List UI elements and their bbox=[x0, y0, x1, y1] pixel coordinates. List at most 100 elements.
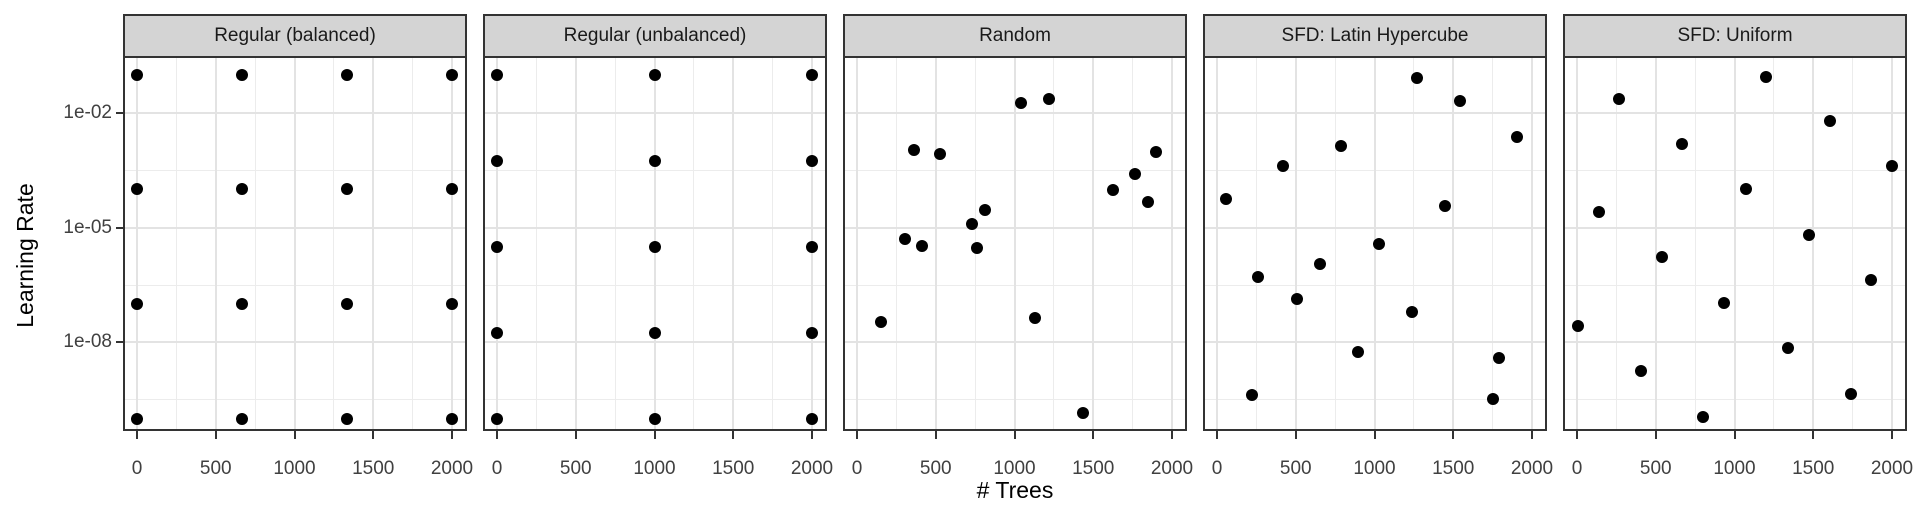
facet-strip-label: Regular (balanced) bbox=[214, 25, 376, 46]
plot-area bbox=[123, 58, 467, 431]
x-tick-mark bbox=[934, 431, 937, 439]
gridline-vertical-minor bbox=[693, 58, 695, 429]
facet-strip: Regular (unbalanced) bbox=[483, 14, 827, 58]
x-tick-label: 1000 bbox=[633, 458, 676, 479]
gridline-vertical-minor bbox=[254, 58, 256, 429]
data-point bbox=[899, 232, 912, 245]
gridline-vertical-major bbox=[372, 58, 375, 429]
data-point bbox=[1571, 319, 1584, 332]
data-point bbox=[446, 298, 458, 311]
gridline-vertical-minor bbox=[333, 58, 335, 429]
data-point bbox=[131, 298, 143, 311]
gridline-vertical-major bbox=[934, 58, 937, 429]
y-axis-title: Learning Rate bbox=[11, 182, 38, 328]
data-point bbox=[1656, 251, 1669, 264]
x-tick-mark bbox=[1452, 431, 1455, 439]
gridline-vertical-major bbox=[574, 58, 577, 429]
x-tick-mark bbox=[1171, 431, 1173, 439]
x-tick-label: 0 bbox=[1571, 458, 1583, 479]
facet-strip-label: Random bbox=[979, 25, 1051, 46]
x-tick-mark bbox=[1531, 431, 1533, 439]
gridline-vertical-minor bbox=[1334, 58, 1336, 429]
x-tick-label: 1500 bbox=[1072, 458, 1115, 479]
data-point bbox=[1439, 199, 1452, 212]
data-point bbox=[1014, 97, 1027, 110]
x-tick-mark bbox=[451, 431, 453, 439]
x-tick-label: 1000 bbox=[1353, 458, 1396, 479]
gridline-vertical-minor bbox=[1255, 58, 1257, 429]
data-point bbox=[1029, 311, 1042, 324]
gridline-horizontal-major bbox=[125, 341, 465, 344]
x-tick-label: 2000 bbox=[1870, 458, 1914, 479]
gridline-horizontal-major bbox=[1565, 111, 1905, 114]
data-point bbox=[806, 240, 818, 253]
data-point bbox=[916, 240, 929, 253]
data-point bbox=[970, 241, 983, 254]
data-point bbox=[648, 68, 661, 81]
gridline-vertical-major bbox=[1891, 58, 1893, 429]
data-point bbox=[1313, 258, 1326, 271]
data-point bbox=[340, 68, 353, 81]
gridline-vertical-minor bbox=[1773, 58, 1775, 429]
data-point bbox=[648, 154, 661, 167]
data-point bbox=[1220, 192, 1233, 205]
gridline-horizontal-major bbox=[125, 111, 465, 114]
data-point bbox=[236, 183, 249, 196]
x-tick-label: 500 bbox=[919, 458, 952, 479]
plot-area bbox=[483, 58, 827, 431]
x-tick-mark bbox=[1654, 431, 1657, 439]
gridline-vertical-major bbox=[1452, 58, 1455, 429]
data-point bbox=[1128, 167, 1141, 180]
data-point bbox=[340, 412, 353, 425]
gridline-vertical-minor bbox=[412, 58, 414, 429]
data-point bbox=[1077, 407, 1090, 420]
gridline-vertical-minor bbox=[1413, 58, 1415, 429]
data-point bbox=[1492, 352, 1505, 365]
gridline-vertical-major bbox=[1216, 58, 1218, 429]
gridline-horizontal-major bbox=[845, 111, 1185, 114]
x-tick-label: 0 bbox=[491, 458, 503, 479]
data-point bbox=[446, 412, 458, 425]
data-point bbox=[1739, 183, 1752, 196]
gridline-vertical-minor bbox=[1852, 58, 1854, 429]
x-tick-label: 1000 bbox=[273, 458, 316, 479]
data-point bbox=[1864, 274, 1877, 286]
gridline-vertical-major bbox=[1812, 58, 1815, 429]
x-tick-label: 0 bbox=[1211, 458, 1223, 479]
gridline-vertical-major bbox=[136, 58, 138, 429]
data-point bbox=[1486, 393, 1499, 406]
facet-strip-label: Regular (unbalanced) bbox=[563, 25, 747, 46]
data-point bbox=[978, 204, 991, 217]
x-tick-mark bbox=[1013, 431, 1016, 439]
gridline-vertical-minor bbox=[1132, 58, 1134, 429]
x-tick-mark bbox=[1216, 431, 1218, 439]
data-point bbox=[340, 183, 353, 196]
x-tick-mark bbox=[732, 431, 735, 439]
data-point bbox=[1334, 139, 1347, 152]
data-point bbox=[1676, 137, 1689, 150]
gridline-vertical-minor bbox=[772, 58, 774, 429]
x-tick-label: 2000 bbox=[430, 458, 474, 479]
data-point bbox=[131, 68, 143, 81]
x-tick-mark bbox=[1294, 431, 1297, 439]
gridline-vertical-major bbox=[1576, 58, 1578, 429]
data-point bbox=[1149, 146, 1162, 159]
gridline-horizontal-major bbox=[485, 111, 825, 114]
facet-strip: SFD: Latin Hypercube bbox=[1203, 14, 1547, 58]
x-tick-mark bbox=[1812, 431, 1815, 439]
facet-panel-2: Regular (unbalanced) 0 500 1000 1500 2000 bbox=[483, 14, 833, 479]
data-point bbox=[1252, 270, 1265, 283]
facet-strip-label: SFD: Uniform bbox=[1677, 25, 1793, 46]
data-point bbox=[806, 154, 818, 167]
gridline-vertical-major bbox=[451, 58, 453, 429]
data-point bbox=[1635, 364, 1648, 377]
x-tick-label: 500 bbox=[559, 458, 592, 479]
x-tick-mark bbox=[496, 431, 498, 439]
y-tick-label: 1e-08 bbox=[63, 331, 112, 353]
data-point bbox=[648, 412, 661, 425]
x-tick-mark bbox=[1891, 431, 1893, 439]
data-point bbox=[131, 412, 143, 425]
data-point bbox=[1351, 345, 1364, 358]
x-tick-mark bbox=[653, 431, 656, 439]
